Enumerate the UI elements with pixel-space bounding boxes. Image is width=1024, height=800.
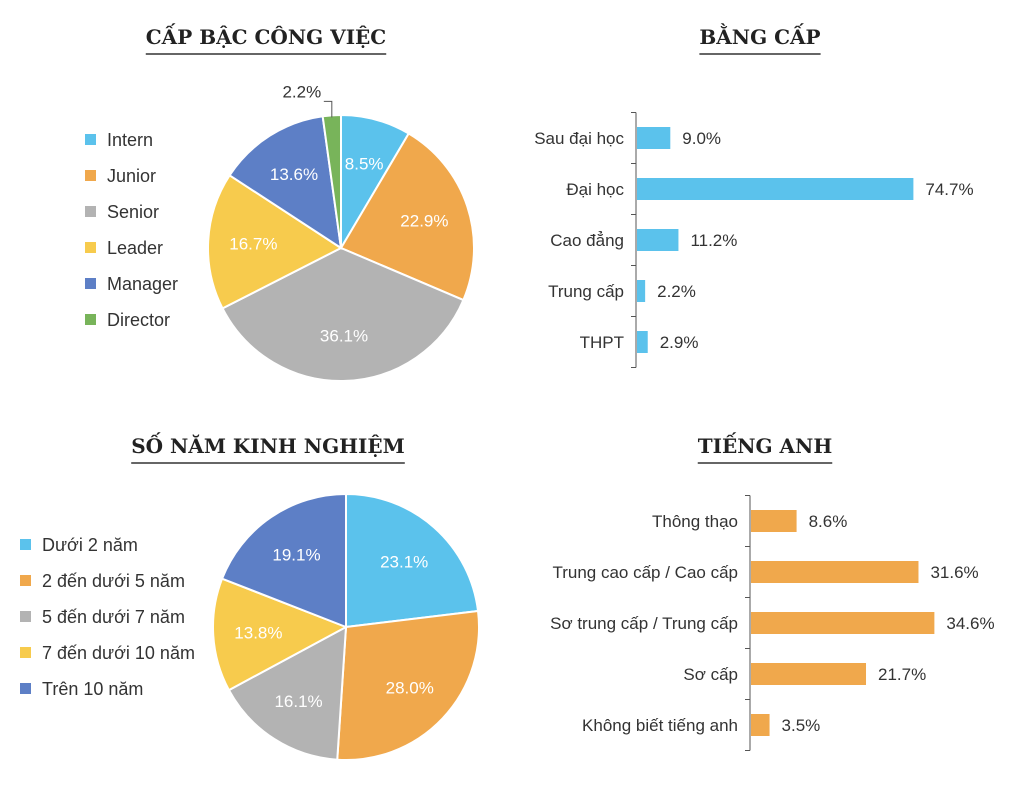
value-label: 31.6% (930, 563, 978, 582)
legend-swatch (20, 575, 31, 586)
bar (751, 612, 935, 634)
legend-label: 2 đến dưới 5 năm (42, 571, 185, 591)
legend-swatch (85, 278, 96, 289)
legend-swatch (20, 683, 31, 694)
chart-title: SỐ NĂM KINH NGHIỆM (131, 431, 405, 458)
legend-label: Leader (107, 238, 163, 258)
legend-label: Director (107, 310, 170, 330)
legend-label: Manager (107, 274, 178, 294)
slice-label: 36.1% (320, 327, 368, 346)
category-label: THPT (580, 333, 624, 352)
value-label: 21.7% (878, 665, 926, 684)
category-label: Trung cao cấp / Cao cấp (552, 563, 738, 582)
bar (637, 127, 671, 149)
value-label: 34.6% (946, 614, 994, 633)
slice-label: 8.5% (345, 154, 384, 173)
slice-label: 19.1% (272, 546, 320, 565)
pie-slice (345, 492, 480, 629)
bar (637, 178, 914, 200)
value-label: 8.6% (809, 512, 848, 531)
legend-swatch (85, 134, 96, 145)
category-label: Sau đại học (534, 129, 624, 148)
value-label: 3.5% (782, 716, 821, 735)
legend-swatch (20, 647, 31, 658)
value-label: 2.2% (657, 282, 696, 301)
value-label: 11.2% (690, 231, 737, 250)
slice-label: 13.6% (270, 165, 318, 184)
bar (751, 510, 797, 532)
experience-pie-chart: SỐ NĂM KINH NGHIỆM 23.1% 28.0% 16.1% 13.8% 19… (20, 431, 480, 761)
legend-label: Dưới 2 năm (42, 535, 138, 555)
pie-slice (207, 173, 343, 310)
bar (751, 561, 919, 583)
legend-label: 7 đến dưới 10 năm (42, 643, 195, 663)
chart-title: CẤP BẬC CÔNG VIỆC (146, 22, 386, 49)
value-label: 9.0% (682, 129, 721, 148)
category-label: Thông thạo (652, 512, 738, 531)
pie-slice (339, 132, 475, 302)
value-label: 74.7% (925, 180, 973, 199)
category-label: Đại học (566, 180, 624, 199)
slice-label: 22.9% (400, 212, 448, 231)
legend-label: Trên 10 năm (42, 679, 143, 699)
chart-title: BẰNG CẤP (699, 22, 820, 49)
pie-slice (227, 625, 348, 761)
legend-label: Senior (107, 202, 159, 222)
legend-label: Intern (107, 130, 153, 150)
category-label: Sơ cấp (683, 665, 738, 684)
slice-label: 23.1% (380, 552, 428, 571)
bar (637, 229, 679, 251)
slice-label: 16.1% (274, 692, 322, 711)
legend-swatch (85, 242, 96, 253)
slice-label: 16.7% (229, 234, 277, 253)
pie-slice (221, 246, 465, 382)
pie-slice (220, 492, 347, 629)
education-bar-chart: BẰNG CẤP Sau đại học 9.0% Đại học 74.7% Cao đ… (534, 22, 974, 368)
pie-slice (228, 115, 343, 251)
legend-swatch (85, 206, 96, 217)
category-label: Sơ trung cấp / Trung cấp (550, 614, 738, 633)
bar (751, 663, 867, 685)
category-label: Không biết tiếng anh (582, 716, 738, 735)
legend-swatch (85, 170, 96, 181)
pie-slice (212, 577, 349, 692)
bar (637, 331, 648, 353)
english-bar-chart: TIẾNG ANH Thông thạo 8.6% Trung cao cấp / C… (550, 431, 995, 751)
chart-title: TIẾNG ANH (698, 431, 833, 458)
pie-slice (336, 609, 480, 761)
slice-label-outside: 2.2% (282, 82, 321, 101)
value-label: 2.9% (660, 333, 699, 352)
bar (637, 280, 646, 302)
slice-label: 28.0% (386, 678, 434, 697)
legend-swatch (20, 611, 31, 622)
leader-line (323, 100, 333, 118)
legend-label: Junior (107, 166, 156, 186)
bar (751, 714, 770, 736)
slice-label: 13.8% (234, 623, 282, 642)
legend-swatch (20, 539, 31, 550)
category-label: Cao đẳng (550, 231, 624, 250)
job-level-pie-chart: CẤP BẬC CÔNG VIỆC 8.5% 22.9% 36.1% 16.7% 13.6… (85, 22, 475, 382)
legend-label: 5 đến dưới 7 năm (42, 607, 185, 627)
legend-swatch (85, 314, 96, 325)
category-label: Trung cấp (548, 282, 624, 301)
